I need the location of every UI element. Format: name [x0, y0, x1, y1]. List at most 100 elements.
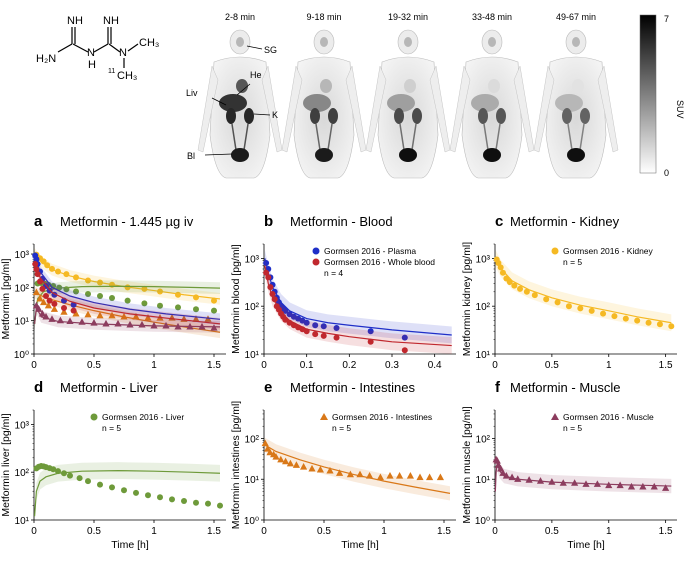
data-point — [109, 294, 115, 301]
x-tick-label: 0.5 — [87, 360, 101, 371]
data-point — [211, 297, 217, 304]
mol-n-right: N — [119, 47, 127, 59]
data-point — [493, 457, 501, 464]
legend-marker — [90, 413, 98, 421]
data-point — [271, 296, 278, 303]
pet-salivary — [320, 37, 328, 47]
data-point — [303, 328, 310, 335]
pet-torso — [293, 56, 355, 179]
data-point — [511, 282, 518, 289]
pet-ureter-left — [483, 123, 489, 151]
y-tick-label: 10¹ — [15, 516, 30, 527]
data-point — [571, 479, 579, 486]
data-point — [42, 312, 50, 320]
data-point — [67, 472, 73, 479]
pet-salivary — [236, 37, 244, 47]
data-point — [198, 322, 206, 330]
data-point — [157, 302, 163, 309]
pet-timepoint-label: 19-32 min — [388, 12, 428, 22]
panel-title: Metformin - Intestines — [290, 380, 415, 395]
data-point — [150, 321, 158, 329]
series-liver — [33, 462, 223, 520]
fit-band — [264, 437, 450, 501]
mol-isotope: 11 — [108, 68, 115, 75]
x-tick-label: 0.2 — [342, 360, 356, 371]
data-point — [210, 324, 218, 331]
y-tick-label: 10³ — [476, 254, 491, 265]
data-point — [367, 328, 374, 335]
data-point — [32, 288, 40, 296]
panel-title: Metformin - Muscle — [510, 380, 621, 395]
legend-entry: Gormsen 2016 - Liver — [102, 412, 184, 422]
data-point — [582, 480, 590, 487]
data-point — [90, 319, 98, 326]
data-point — [499, 269, 506, 276]
data-point — [61, 470, 67, 477]
panel-letter: c — [495, 213, 503, 230]
pet-timepoint-label: 49-67 min — [556, 12, 596, 22]
x-tick-label: 0.5 — [87, 526, 101, 537]
data-point — [346, 470, 354, 478]
panel-letter: d — [34, 379, 43, 396]
data-point — [506, 279, 513, 286]
data-point — [282, 457, 290, 465]
data-point — [656, 321, 663, 328]
pet-label-k: K — [272, 110, 278, 120]
data-point — [85, 291, 91, 298]
pet-kidney-left — [562, 108, 572, 124]
pet-ureter-left — [315, 123, 321, 151]
data-point — [531, 292, 538, 299]
x-tick-label: 1 — [151, 360, 157, 371]
data-point — [44, 301, 52, 309]
data-point — [211, 307, 217, 314]
pet-ureter-left — [399, 123, 405, 151]
pet-ureter-left — [231, 123, 237, 151]
data-point — [265, 274, 272, 281]
legend-marker — [312, 258, 320, 266]
pet-salivary — [404, 37, 412, 47]
data-point — [85, 277, 91, 284]
x-tick-label: 1.5 — [659, 360, 673, 371]
data-point — [114, 319, 122, 327]
pet-torso — [461, 56, 523, 179]
data-point — [282, 316, 289, 323]
data-point — [559, 479, 567, 486]
y-tick-label: 10⁰ — [244, 516, 259, 527]
data-point — [60, 308, 68, 315]
data-point — [303, 319, 310, 326]
pet-frame: 9-18 min — [281, 12, 367, 179]
pet-left-arm — [449, 65, 471, 153]
y-axis-label: Metformin [pg/ml] — [0, 258, 12, 339]
data-point — [622, 315, 629, 322]
metformin-structure — [57, 27, 139, 68]
pet-ureter-right — [327, 123, 333, 151]
data-point — [193, 306, 199, 313]
data-point — [96, 311, 104, 319]
chart-panel-e: e Metformin - Intestines 10⁰ 10¹ 10² 0 0.5 1 1.5… — [230, 379, 456, 551]
y-axis-label: Metformin muscle [pg/ml] — [461, 406, 473, 523]
data-point — [316, 465, 324, 473]
chart-panel-b: b Metformin - Blood 10¹ 10² 10³ 0 0.1 0.2 0.3 0.4… — [230, 213, 456, 371]
y-tick-label: 10³ — [15, 420, 30, 431]
legend-entry: Gormsen 2016 - Whole blood — [324, 257, 435, 267]
pet-ureter-right — [411, 123, 417, 151]
legend-marker — [551, 247, 559, 255]
x-axis-label: Time [h] — [341, 539, 379, 551]
chart-panel-f: f Metformin - Muscle 10⁰ 10¹ 10² 0 0.5 1 1.5 Metf… — [461, 379, 677, 551]
pet-bladder — [315, 148, 333, 162]
data-point — [132, 312, 140, 320]
data-point — [36, 294, 44, 302]
data-point — [386, 472, 394, 479]
pet-heart — [320, 79, 332, 93]
data-point — [650, 482, 658, 490]
panel-title: Metformin - 1.445 µg iv — [60, 214, 194, 229]
chart-panel-c: c Metformin - Kidney 10¹ 10² 10³ 0 0.5 1 1.5 Metf… — [461, 213, 677, 371]
legend-entry: Gormsen 2016 - Intestines — [332, 412, 432, 422]
data-point — [124, 297, 131, 304]
data-point — [34, 271, 41, 278]
data-point — [141, 285, 148, 292]
series-kidney — [493, 249, 675, 332]
legend-marker — [312, 247, 320, 255]
mol-h2n: H₂N — [36, 53, 56, 65]
data-point — [43, 293, 49, 300]
